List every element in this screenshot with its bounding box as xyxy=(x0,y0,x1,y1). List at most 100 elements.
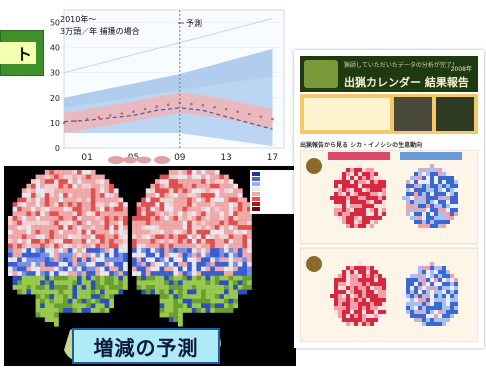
map-cell xyxy=(100,202,105,207)
doc-map-cell xyxy=(434,322,438,326)
doc-map-cell xyxy=(434,184,438,188)
map-cell xyxy=(228,289,234,295)
map-cell xyxy=(168,266,174,272)
map-cell xyxy=(54,248,59,253)
map-cell xyxy=(100,239,105,244)
map-cell xyxy=(104,239,110,244)
map-cell xyxy=(224,193,229,198)
doc-map-cell xyxy=(378,216,382,220)
map-cell xyxy=(31,206,36,212)
map-cell xyxy=(228,271,234,276)
boar-silhouettes xyxy=(108,156,170,164)
doc-map-cell xyxy=(438,172,442,176)
doc-map-cell xyxy=(346,168,350,172)
map-cell xyxy=(159,262,165,267)
doc-map-cell xyxy=(342,290,346,294)
map-cell xyxy=(159,243,165,249)
map-cell xyxy=(164,294,169,299)
map-cell xyxy=(191,225,197,230)
map-cell xyxy=(58,266,64,272)
map-cell xyxy=(201,243,206,249)
map-cell xyxy=(173,308,179,313)
map-cell xyxy=(63,262,68,267)
map-cell xyxy=(201,179,206,184)
map-cell xyxy=(205,206,211,212)
map-cell xyxy=(49,280,55,286)
map-cell xyxy=(141,211,146,217)
map-cell xyxy=(187,303,192,309)
map-cell xyxy=(214,252,220,258)
map-cell xyxy=(31,285,36,290)
map-cell xyxy=(77,298,82,304)
map-cell xyxy=(95,188,101,194)
map-cell xyxy=(219,298,225,304)
map-cell xyxy=(224,229,229,235)
map-cell xyxy=(191,243,197,249)
map-cell xyxy=(205,248,211,253)
map-cell xyxy=(210,275,215,281)
map-cell xyxy=(118,211,124,217)
doc-map-cell xyxy=(350,208,354,212)
map-cell xyxy=(164,220,169,226)
map-cell xyxy=(104,202,110,207)
map-cell xyxy=(35,280,41,286)
map-cell xyxy=(35,252,41,258)
map-cell xyxy=(182,308,188,313)
map-cell xyxy=(26,229,32,235)
map-cell xyxy=(77,262,82,267)
doc-map-cell xyxy=(426,290,430,294)
doc-map-cell xyxy=(418,192,422,196)
doc-map-cell xyxy=(354,168,358,172)
result-report-document: 猟師していただいたデータの分析が完了！ 出猟カレンダー 結果報告 2008年 出… xyxy=(294,50,484,348)
map-cell xyxy=(72,229,78,235)
map-cell xyxy=(196,289,202,295)
map-cell xyxy=(191,289,197,295)
doc-map-cell xyxy=(350,282,354,286)
map-cell xyxy=(123,257,128,263)
doc-map-cell xyxy=(426,208,430,212)
map-cell xyxy=(44,197,50,203)
doc-map-cell xyxy=(378,200,382,204)
map-cell xyxy=(228,239,234,244)
doc-map-cell xyxy=(382,212,386,216)
map-cell xyxy=(191,248,197,253)
map-cell xyxy=(141,216,146,221)
doc-map-cell xyxy=(410,314,414,318)
map-cell xyxy=(67,174,73,180)
doc-map-cell xyxy=(410,282,414,286)
map-cell xyxy=(145,220,151,226)
map-cell xyxy=(182,266,188,272)
map-cell xyxy=(26,271,32,276)
doc-map-cell xyxy=(346,200,350,204)
map-cell xyxy=(247,202,252,207)
map-cell xyxy=(228,188,234,194)
observation-dot xyxy=(201,104,205,107)
map-cell xyxy=(182,170,188,175)
doc-map-cell xyxy=(434,172,438,176)
doc-map-cell xyxy=(354,176,358,180)
doc-map-cell xyxy=(334,310,338,314)
doc-map-cell xyxy=(438,294,442,298)
map-cell xyxy=(242,202,248,207)
map-cell xyxy=(182,271,188,276)
map-cell xyxy=(49,229,55,235)
map-cell xyxy=(86,280,91,286)
map-cell xyxy=(49,266,55,272)
doc-map-cell xyxy=(414,192,418,196)
map-cell xyxy=(40,262,45,267)
doc-map-cell xyxy=(350,172,354,176)
map-cell xyxy=(178,285,183,290)
map-cell xyxy=(113,225,119,230)
observation-dot xyxy=(132,110,135,113)
map-cell xyxy=(178,289,183,295)
map-cell xyxy=(67,252,73,258)
map-cell xyxy=(168,216,174,221)
map-cell xyxy=(201,262,206,267)
map-cell xyxy=(81,257,87,263)
map-cell xyxy=(63,179,68,184)
map-cell xyxy=(164,303,169,309)
map-cell xyxy=(35,248,41,253)
map-cell xyxy=(201,289,206,295)
map-cell xyxy=(228,303,234,309)
doc-map-cell xyxy=(414,278,418,282)
